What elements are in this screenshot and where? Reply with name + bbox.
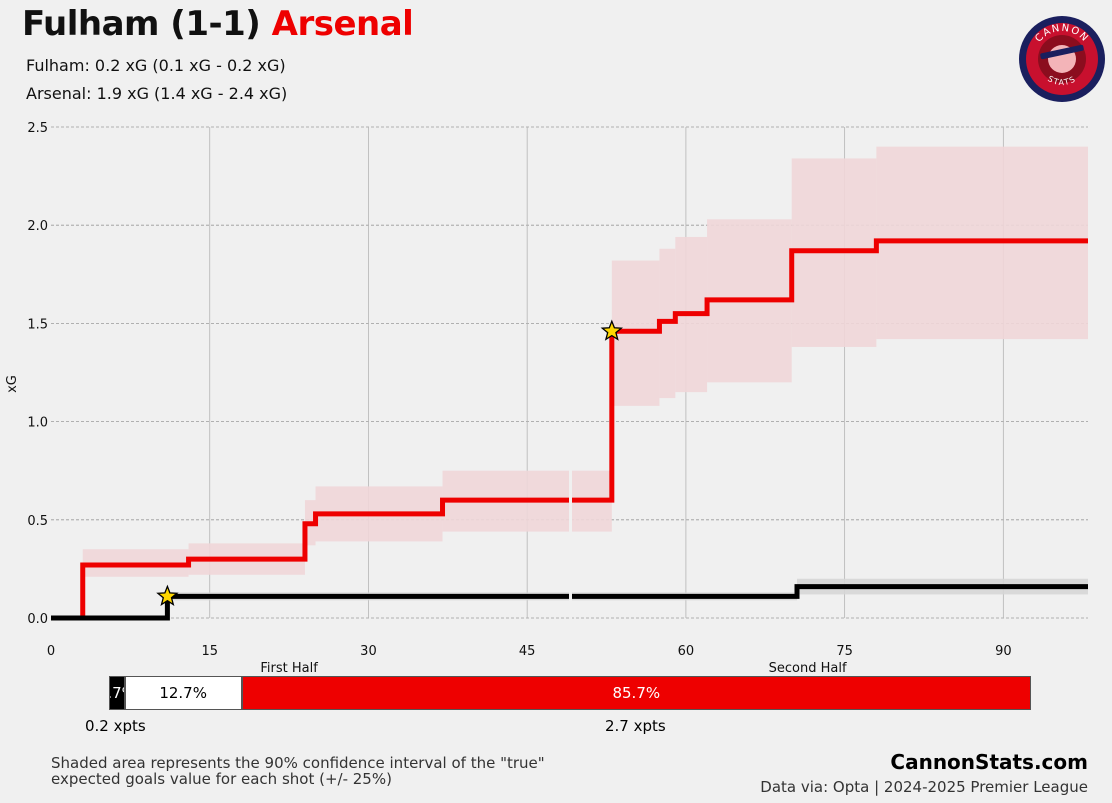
chart-title: Fulham (1-1) Arsenal bbox=[22, 4, 414, 44]
logo-bottom-text: STATS bbox=[1046, 74, 1076, 87]
y-tick-label: 2.0 bbox=[27, 219, 48, 234]
footnote-line-1: Shaded area represents the 90% confidenc… bbox=[51, 754, 545, 772]
y-tick-label: 0.0 bbox=[27, 612, 48, 627]
fulham-xg-summary: Fulham: 0.2 xG (0.1 xG - 0.2 xG) bbox=[26, 56, 286, 75]
x-tick-label: 60 bbox=[678, 644, 695, 659]
x-tick-label: 0 bbox=[47, 644, 55, 659]
goal-markers bbox=[156, 319, 624, 606]
outcome-segment: 12.7% bbox=[124, 676, 242, 710]
y-axis-label: xG bbox=[5, 375, 20, 393]
x-tick-label: 75 bbox=[836, 644, 853, 659]
home-xpts: 0.2 xpts bbox=[85, 717, 146, 735]
goal-star-icon bbox=[156, 584, 179, 606]
arsenal-xg-summary: Arsenal: 1.9 xG (1.4 xG - 2.4 xG) bbox=[26, 84, 288, 103]
away-xpts: 2.7 xpts bbox=[605, 717, 666, 735]
outcome-segment: 1.7% bbox=[109, 676, 125, 710]
x-tick-label: 45 bbox=[519, 644, 536, 659]
y-tick-label: 2.5 bbox=[27, 121, 48, 136]
svg-text:STATS: STATS bbox=[1046, 74, 1078, 87]
outcome-probability-bar: 1.7%12.7%85.7% bbox=[109, 676, 1031, 710]
half-time-gap bbox=[569, 125, 572, 620]
cannon-stats-logo: CANNON STATS bbox=[1019, 16, 1105, 102]
half-label: Second Half bbox=[769, 661, 847, 676]
brand-name: CannonStats.com bbox=[890, 750, 1088, 774]
y-tick-label: 1.5 bbox=[27, 317, 48, 332]
data-source: Data via: Opta | 2024-2025 Premier Leagu… bbox=[760, 778, 1088, 796]
outcome-segment: 85.7% bbox=[241, 676, 1031, 710]
axis-ticks: 0.0 0.5 1.0 1.5 2.0 2.5 0 15 30 45 60 75 90 First Hal… bbox=[27, 121, 1011, 676]
title-away: Arsenal bbox=[271, 4, 414, 44]
x-tick-label: 90 bbox=[995, 644, 1012, 659]
x-tick-label: 30 bbox=[360, 644, 377, 659]
xg-line-arsenal bbox=[51, 238, 1088, 621]
xg-line-fulham bbox=[51, 584, 1088, 621]
footnote-line-2: expected goals value for each shot (+/- … bbox=[51, 770, 392, 788]
title-home: Fulham (1-1) bbox=[22, 4, 261, 44]
goal-star-icon bbox=[600, 319, 624, 341]
y-tick-label: 1.0 bbox=[27, 416, 48, 431]
confidence-bands bbox=[82, 146, 1088, 601]
half-label: First Half bbox=[260, 661, 318, 676]
xg-lines bbox=[51, 238, 1088, 621]
y-tick-label: 0.5 bbox=[27, 514, 48, 529]
x-tick-label: 15 bbox=[201, 644, 218, 659]
half-divider bbox=[569, 125, 572, 620]
